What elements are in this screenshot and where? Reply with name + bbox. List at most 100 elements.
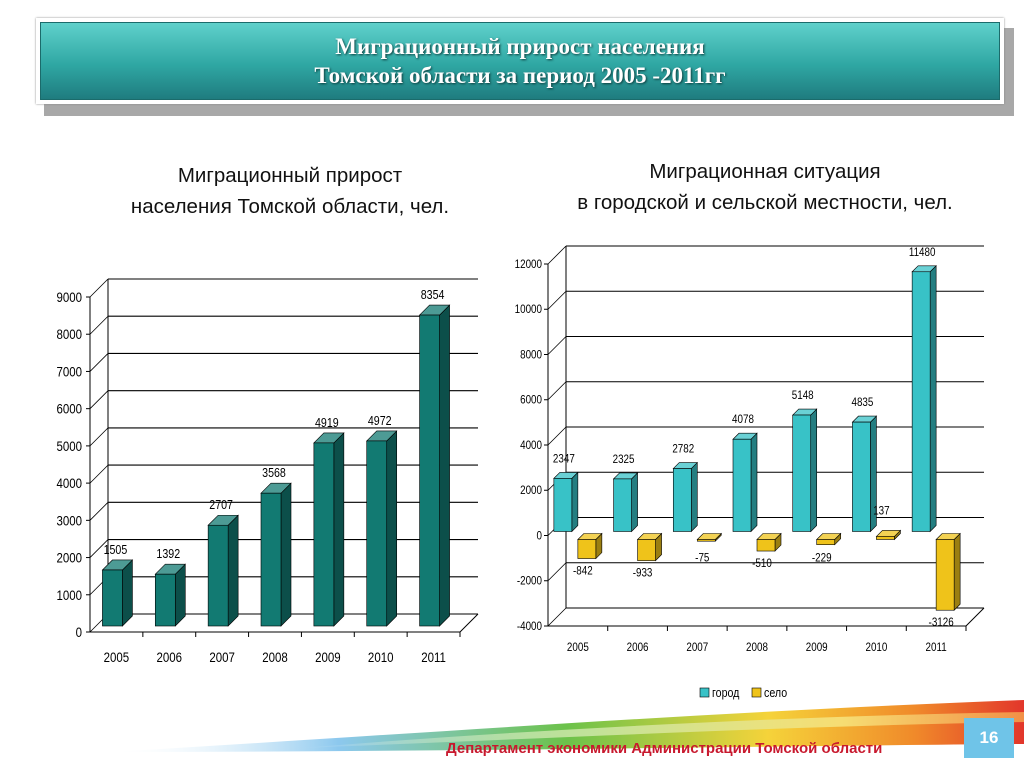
footer-swoosh: [110, 700, 1024, 752]
village-bar-value-label: -510: [752, 557, 772, 570]
left-bar-2005-front: [102, 569, 123, 627]
village-bar-value-label: -3126: [929, 616, 954, 629]
right-xtick-label: 2008: [746, 641, 768, 654]
right-xtick-label: 2011: [926, 641, 947, 654]
left-xtick-label: 2007: [209, 649, 235, 665]
village-bar-2008: [756, 532, 782, 552]
left-xtick-label: 2008: [262, 649, 288, 665]
left-bar-2011-front: [419, 314, 440, 627]
left-bar-2006: [154, 563, 187, 627]
left-bar-2006-side: [174, 563, 186, 627]
left-xtick-label: 2006: [157, 649, 183, 665]
city-bar-value-label: 11480: [909, 246, 936, 259]
right-subtitle-line1: Миграционная ситуация: [649, 160, 881, 183]
right-xtick-label: 2009: [806, 641, 828, 654]
left-bar-value-label: 1392: [156, 546, 180, 561]
left-xtick-label: 2011: [421, 649, 446, 665]
left-gridline-diag: [89, 278, 109, 298]
city-bar-value-label: 2325: [613, 453, 635, 466]
footer-department: Департамент экономики Администрации Томс…: [446, 740, 883, 757]
left-subtitle-line1: Миграционный прирост: [177, 164, 403, 187]
left-ytick-label: 6000: [56, 401, 82, 417]
village-bar-2008-front: [756, 539, 776, 552]
left-xtick-label: 2010: [368, 649, 394, 665]
city-bar-value-label: 4835: [851, 396, 873, 409]
right-xtick-label: 2006: [627, 641, 649, 654]
city-bar-2006: [612, 472, 639, 533]
city-bar-value-label: 4078: [732, 413, 754, 426]
city-bar-2007-side: [690, 461, 698, 533]
left-gridline-diag: [89, 427, 109, 447]
village-bar-2005: [577, 532, 603, 560]
right-chart-subtitle: Миграционная ситуация в городской и сель…: [510, 156, 1020, 218]
left-gridline-diag: [89, 315, 109, 335]
left-bar-2008: [260, 482, 292, 627]
right-gridline-diag: [547, 381, 567, 401]
city-bar-2009-side: [810, 408, 818, 533]
city-bar-2007-front: [672, 468, 692, 532]
village-bar-2011-front: [935, 539, 955, 611]
left-ytick-label: 7000: [56, 363, 82, 379]
left-ytick-label: 1000: [56, 587, 82, 603]
right-ytick-label: 12000: [515, 258, 542, 271]
city-bar-2008-front: [732, 438, 752, 532]
right-gridline-diag: [547, 336, 567, 355]
village-bar-2009-front: [816, 539, 836, 545]
right-ytick-label: 4000: [520, 439, 542, 452]
legend-label-village: село: [764, 685, 788, 700]
left-bar-2008-front: [260, 492, 282, 627]
legend-label-city: город: [712, 685, 739, 700]
village-bar-2010-front: [876, 536, 895, 540]
right-ytick-label: -2000: [517, 575, 542, 588]
left-gridline-diag: [89, 353, 109, 372]
village-bar-value-label: -229: [812, 552, 832, 565]
left-ytick-label: 3000: [56, 512, 82, 528]
left-bar-2010-front: [366, 440, 388, 627]
left-gridline-diag: [89, 390, 109, 409]
left-bar-2010: [365, 430, 398, 627]
left-bar-2005-side: [122, 559, 133, 627]
header-title-line1: Миграционный прирост населения: [335, 34, 705, 59]
village-bar-value-label: 137: [873, 505, 889, 518]
header-banner-inner: Миграционный прирост населения Томской о…: [40, 22, 1000, 100]
legend-swatch-city: [699, 687, 710, 698]
left-bar-2008-side: [280, 482, 292, 627]
left-bar-value-label: 4972: [368, 413, 392, 428]
right-ytick-label: 0: [537, 530, 542, 543]
left-bar-2009: [313, 432, 345, 627]
left-bar-value-label: 1505: [104, 542, 128, 557]
left-bar-2007: [207, 514, 239, 627]
village-bar-2007: [696, 532, 723, 542]
city-bar-value-label: 2782: [672, 443, 694, 456]
city-bar-2010-front: [852, 421, 871, 532]
city-bar-2005: [553, 471, 579, 533]
left-xtick-label: 2009: [315, 649, 341, 665]
right-chart: -4000 -2000 0 2000 4000 6000 8000 10000 12000 200…: [515, 245, 985, 700]
footer-swoosh-light: [300, 712, 1024, 748]
right-x-axis-corner: [965, 607, 985, 627]
legend-swatch-village: [751, 687, 762, 698]
left-x-axis-corner: [459, 613, 479, 633]
right-ytick-label: 6000: [520, 394, 542, 407]
right-gridline-diag: [547, 290, 567, 310]
left-gridline-diag: [89, 539, 109, 558]
footer-swoosh-main: [110, 700, 1024, 752]
left-ytick-label: 0: [76, 624, 82, 640]
village-bar-2005-front: [577, 539, 597, 559]
left-bar-2007-front: [207, 524, 229, 627]
right-gridline-diag: [547, 607, 567, 627]
left-bar-value-label: 8354: [421, 287, 445, 302]
city-bar-2007: [672, 461, 699, 533]
right-ytick-label: -4000: [517, 620, 542, 633]
city-bar-2011-front: [911, 271, 931, 532]
right-ytick-label: 8000: [520, 349, 542, 362]
village-bar-2006-front: [637, 539, 656, 561]
village-bar-2011: [935, 532, 961, 611]
header-title-line2: Томской области за период 2005 -2011гг: [314, 63, 726, 88]
left-bar-2011-side: [439, 304, 450, 627]
city-bar-2011-side: [929, 265, 937, 533]
left-bar-2007-side: [227, 514, 239, 627]
left-bar-value-label: 2707: [209, 497, 233, 512]
left-ytick-label: 9000: [56, 289, 82, 305]
